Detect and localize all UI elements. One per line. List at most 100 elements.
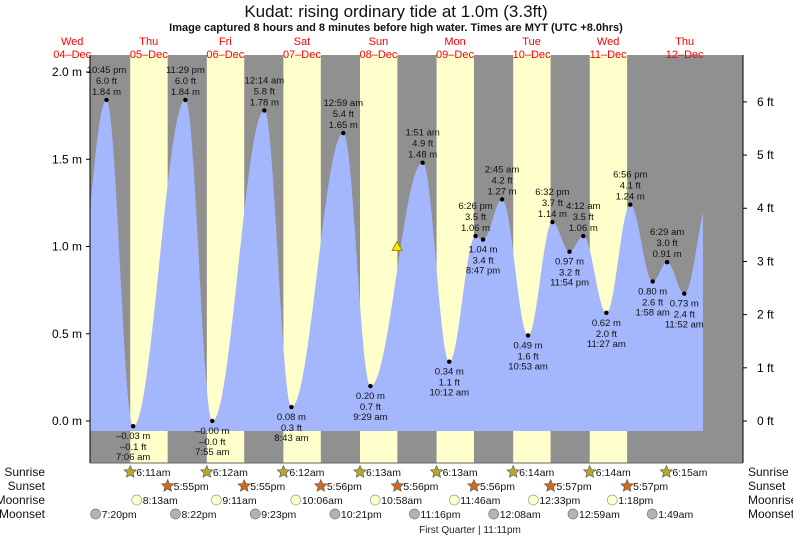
tide-label-ft-label: 1.1 ft xyxy=(439,378,460,389)
tide-label-time: 6:26 pm xyxy=(458,201,492,212)
sunset-time: 5:55pm xyxy=(174,481,209,493)
sunrise-time: 6:12am xyxy=(289,467,324,479)
sunrise-time: 6:13am xyxy=(366,467,401,479)
tide-label-ft-label: 0.3 ft xyxy=(281,423,302,434)
tide-point xyxy=(473,233,478,239)
tide-label-time: 9:29 am xyxy=(353,412,387,423)
tide-label-ft-label: 3.7 ft xyxy=(542,198,563,209)
tide-point xyxy=(262,108,267,113)
day-label-date: 08–Dec xyxy=(359,49,397,61)
moonset-row-label-right: Moonset xyxy=(748,507,793,521)
moonset-time: 9:23pm xyxy=(261,509,296,521)
sunrise-icon xyxy=(123,464,138,478)
moonset-icon xyxy=(567,508,579,520)
sunrise-time: 6:12am xyxy=(213,467,248,479)
tide-label-time: 4:12 am xyxy=(566,201,600,212)
moonrise-row-label-left: Moonrise xyxy=(0,493,45,507)
tide-label-time: 1:58 am xyxy=(636,307,670,318)
day-label-date: 07–Dec xyxy=(283,49,321,61)
sunrise-icon xyxy=(353,464,367,478)
sunset-icon xyxy=(620,478,635,492)
moonrise-time: 10:06am xyxy=(302,495,343,507)
tide-label-ft-label: 0.7 ft xyxy=(360,402,381,413)
left-tick-label: 0.0 m xyxy=(52,414,82,428)
tide-label-m-label: 0.73 m xyxy=(670,299,699,310)
moonset-row-label-left: Moonset xyxy=(0,507,46,521)
tide-label-ft-label: 3.5 ft xyxy=(573,212,594,223)
tide-label-time: 2:45 am xyxy=(485,164,519,175)
tide-label-time: 10:45 pm xyxy=(87,65,127,76)
tide-label-m-label: 0.49 m xyxy=(513,340,542,351)
sunset-icon xyxy=(390,478,405,492)
tide-label-ft-label: 2.0 ft xyxy=(596,329,617,340)
sunset-time: 5:57pm xyxy=(557,481,592,493)
tide-label-time: 11:54 pm xyxy=(550,278,589,289)
tide-label-m-label: 1.27 m xyxy=(488,186,517,197)
tide-label-time: 7:06 am xyxy=(116,452,150,463)
sunset-time: 5:56pm xyxy=(327,481,362,493)
tide-label-m-label: 1.06 m xyxy=(569,223,598,234)
tide-point xyxy=(289,404,294,410)
tide-point xyxy=(368,383,373,389)
sunset-time: 5:56pm xyxy=(480,481,515,493)
moonrise-icon xyxy=(131,494,143,506)
chart-subtitle: Image captured 8 hours and 8 minutes bef… xyxy=(169,22,623,34)
tide-point xyxy=(104,97,109,103)
tide-label-ft-label: 3.5 ft xyxy=(465,212,486,223)
right-tick-label: 1 ft xyxy=(757,361,774,375)
tide-label-m-label: 0.08 m xyxy=(277,412,306,423)
tide-label-m-label: 1.14 m xyxy=(538,209,567,220)
tide-label-ft-label: 3.4 ft xyxy=(472,256,493,267)
moonrise-icon xyxy=(369,494,381,506)
tide-label-ft-label: 6.0 ft xyxy=(175,76,196,87)
sunrise-time: 6:15am xyxy=(672,467,707,479)
right-tick-label: 4 ft xyxy=(757,201,774,215)
moonset-time: 11:16pm xyxy=(420,509,460,521)
moonrise-time: 11:46am xyxy=(460,495,500,507)
tide-point xyxy=(130,424,136,429)
moonset-icon xyxy=(90,508,101,520)
tide-label-ft-label: 2.4 ft xyxy=(674,310,695,321)
sunset-time: 5:55pm xyxy=(250,481,285,493)
moonrise-icon xyxy=(290,494,302,506)
tide-label-time: 8:43 am xyxy=(274,433,308,444)
day-label-dow: Mon xyxy=(444,36,465,48)
sunset-icon xyxy=(313,478,328,492)
day-label-date: 09–Dec xyxy=(436,49,474,61)
day-label-date: 04–Dec xyxy=(53,49,91,61)
moonrise-icon xyxy=(606,494,618,506)
tide-label-ft-label: 1.6 ft xyxy=(517,351,538,362)
tide-label-ft-label: –0.1 ft xyxy=(120,442,147,453)
tide-label-time: 6:56 pm xyxy=(613,170,647,181)
tide-label-time: 10:12 am xyxy=(429,388,469,399)
tide-label-time: 11:52 am xyxy=(665,320,704,331)
right-tick-label: 5 ft xyxy=(757,148,774,162)
sunrise-icon xyxy=(582,464,597,478)
moonrise-time: 8:13am xyxy=(143,495,178,507)
tide-label-time: 6:29 am xyxy=(650,227,684,238)
moonset-time: 10:21pm xyxy=(341,509,382,521)
moonrise-icon xyxy=(211,494,222,506)
sunset-icon xyxy=(543,478,558,492)
tide-label-ft-label: 6.0 ft xyxy=(96,76,117,87)
tide-label-m-label: 1.84 m xyxy=(171,87,200,98)
moon-phase: First Quarter | 11:11pm xyxy=(419,525,521,536)
tide-label-ft-label: 5.4 ft xyxy=(333,109,354,120)
tide-label-m-label: 0.91 m xyxy=(653,249,682,260)
tide-point xyxy=(628,202,633,207)
day-label-date: 05–Dec xyxy=(130,49,168,61)
tide-label-m-label: 0.34 m xyxy=(435,367,464,378)
tide-point xyxy=(682,291,687,296)
tide-point xyxy=(341,130,346,136)
day-label-date: 06–Dec xyxy=(206,49,244,61)
sunrise-row-label-left: Sunrise xyxy=(4,465,45,479)
sunrise-icon xyxy=(506,464,521,478)
sunset-row-label-left: Sunset xyxy=(8,479,46,493)
tide-label-m-label: 0.80 m xyxy=(638,286,667,297)
tide-label-ft-label: 3.2 ft xyxy=(559,268,580,279)
day-label-dow: Sun xyxy=(369,36,389,48)
tide-label-time: 1:51 am xyxy=(405,128,439,139)
tide-point xyxy=(183,97,188,103)
day-label-dow: Wed xyxy=(597,36,619,48)
